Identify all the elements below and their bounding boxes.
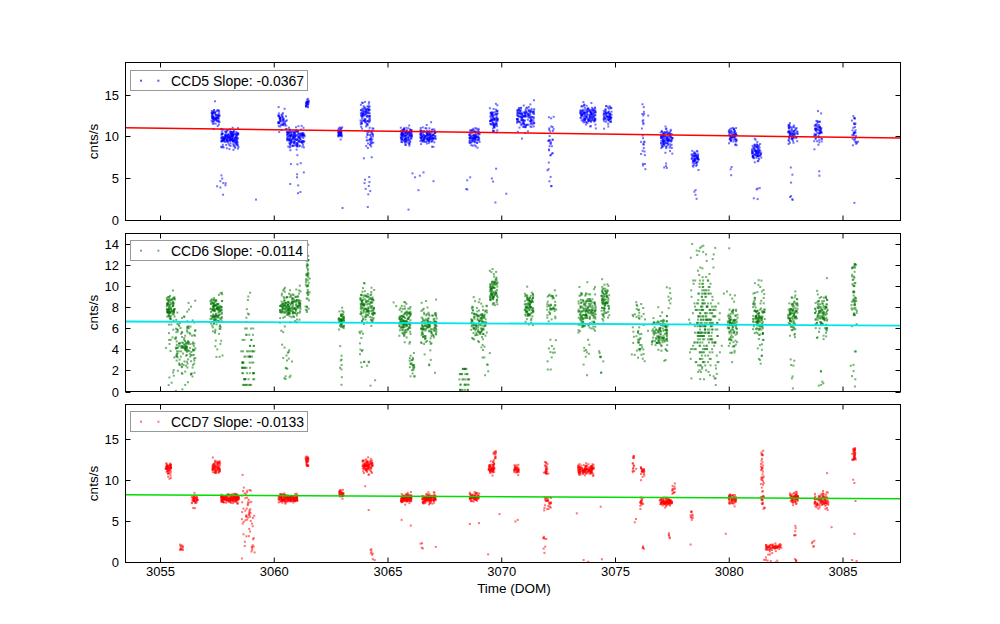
svg-text:3080: 3080 xyxy=(715,564,744,579)
svg-text:3085: 3085 xyxy=(829,564,858,579)
svg-text:3070: 3070 xyxy=(487,564,516,579)
svg-text:cnts/s: cnts/s xyxy=(86,295,101,331)
svg-text:CCD5 Slope: -0.0367: CCD5 Slope: -0.0367 xyxy=(171,73,304,89)
svg-text:CCD6 Slope: -0.0114: CCD6 Slope: -0.0114 xyxy=(171,243,303,259)
svg-text:2: 2 xyxy=(112,363,119,378)
svg-text:10: 10 xyxy=(105,279,119,294)
svg-text:5: 5 xyxy=(112,514,119,529)
svg-text:12: 12 xyxy=(105,258,119,273)
svg-text:14: 14 xyxy=(105,237,119,252)
svg-text:cnts/s: cnts/s xyxy=(86,466,101,502)
svg-text:3075: 3075 xyxy=(601,564,630,579)
svg-text:Time (DOM): Time (DOM) xyxy=(477,581,551,596)
svg-text:0: 0 xyxy=(112,385,119,400)
svg-text:0: 0 xyxy=(112,555,119,570)
svg-text:CCD7 Slope: -0.0133: CCD7 Slope: -0.0133 xyxy=(171,414,304,430)
svg-text:10: 10 xyxy=(105,129,119,144)
svg-text:15: 15 xyxy=(105,432,119,447)
svg-text:3065: 3065 xyxy=(374,564,403,579)
svg-text:cnts/s: cnts/s xyxy=(86,124,101,160)
svg-text:15: 15 xyxy=(105,88,119,103)
svg-text:8: 8 xyxy=(112,300,119,315)
svg-text:4: 4 xyxy=(112,342,119,357)
svg-text:5: 5 xyxy=(112,171,119,186)
svg-text:6: 6 xyxy=(112,321,119,336)
svg-text:0: 0 xyxy=(112,213,119,228)
svg-text:3060: 3060 xyxy=(260,564,289,579)
svg-text:10: 10 xyxy=(105,473,119,488)
svg-text:3055: 3055 xyxy=(146,564,175,579)
